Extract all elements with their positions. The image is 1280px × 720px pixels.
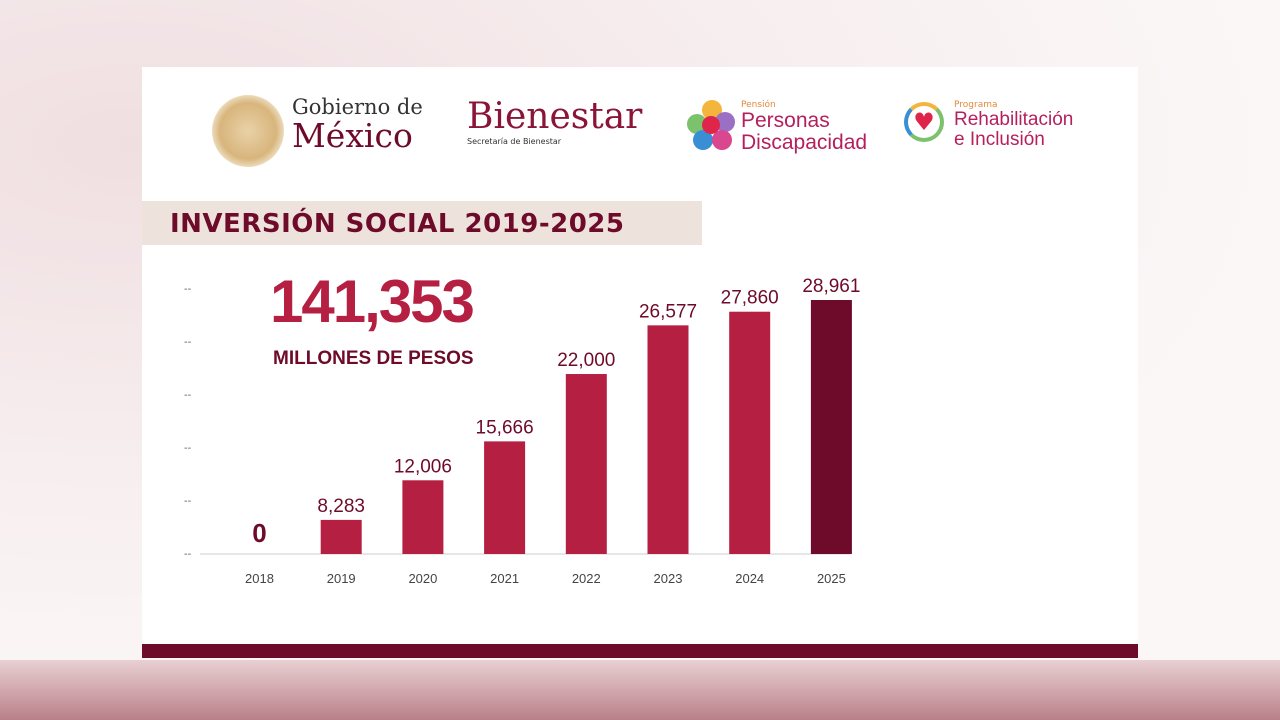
pension-line1: Personas	[741, 109, 830, 132]
x-tick-label-2025: 2025	[817, 571, 846, 586]
bar-2019	[320, 519, 362, 554]
y-tick-mark: --	[184, 549, 192, 560]
data-label-2023: 26,577	[639, 301, 697, 322]
mexico-seal-logo	[212, 95, 284, 167]
gobierno-logo: Gobierno de México	[292, 95, 423, 153]
title-band: INVERSIÓN SOCIAL 2019-2025	[142, 201, 702, 245]
data-label-2021: 15,666	[476, 417, 534, 438]
x-tick-label-2021: 2021	[490, 571, 519, 586]
data-label-2020: 12,006	[394, 456, 452, 477]
chart-title: INVERSIÓN SOCIAL 2019-2025	[170, 209, 625, 239]
bar-2020	[402, 480, 444, 554]
bar-2022	[565, 374, 607, 554]
y-tick-mark: --	[184, 284, 192, 295]
bar-2023	[647, 325, 689, 554]
bar-2021	[484, 441, 526, 554]
pension-line2: Discapacidad	[741, 131, 868, 154]
gobierno-line1: Gobierno de	[292, 95, 423, 119]
y-tick-mark: --	[184, 337, 192, 348]
total-amount: 141,353	[270, 268, 475, 335]
data-label-2024: 27,860	[721, 288, 779, 309]
x-tick-label-2023: 2023	[654, 571, 683, 586]
programa-kicker: Programa	[954, 100, 998, 110]
x-tick-label-2018: 2018	[245, 571, 274, 586]
bar-2025	[810, 300, 852, 554]
programa-line1: Rehabilitación	[954, 109, 1074, 130]
data-label-2019: 8,283	[317, 496, 365, 517]
x-tick-label-2024: 2024	[735, 571, 764, 586]
infographic-card: Gobierno de México Bienestar Secretaría …	[142, 67, 1138, 658]
data-label-2025: 28,961	[802, 276, 860, 297]
y-tick-mark: --	[184, 496, 192, 507]
bienestar-logo: Bienestar Secretaría de Bienestar	[467, 96, 643, 147]
total-unit: MILLONES DE PESOS	[273, 348, 474, 369]
heart-ring-icon: ♥	[904, 102, 944, 142]
pension-kicker: Pensión	[741, 100, 776, 110]
flower-icon	[687, 100, 737, 152]
bar-2024	[729, 311, 771, 554]
footer-bar	[142, 644, 1138, 658]
background-fade	[0, 660, 1280, 720]
y-tick-mark: --	[184, 443, 192, 454]
bienestar-subtitle: Secretaría de Bienestar	[467, 137, 562, 146]
bienestar-name: Bienestar	[467, 96, 643, 137]
data-label-2018: 0	[252, 518, 266, 548]
x-tick-label-2020: 2020	[408, 571, 437, 586]
gobierno-line2: México	[292, 116, 413, 155]
y-tick-mark: --	[184, 390, 192, 401]
x-tick-label-2019: 2019	[327, 571, 356, 586]
x-tick-label-2022: 2022	[572, 571, 601, 586]
bar-chart: -- -- -- -- -- -- 0 2018 8,283 2019 12,006 2020 15,6…	[184, 276, 860, 586]
programa-line2: e Inclusión	[954, 129, 1045, 150]
data-label-2022: 22,000	[557, 350, 615, 371]
